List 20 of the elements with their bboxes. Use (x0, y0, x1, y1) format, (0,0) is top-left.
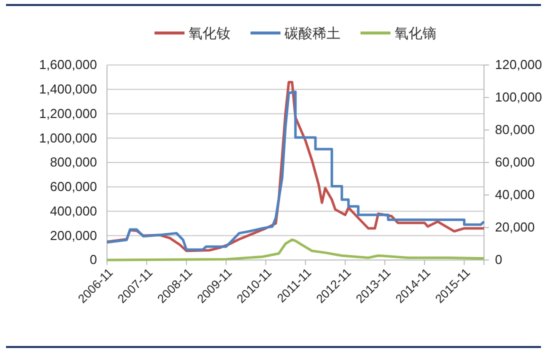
y-tick-label: 1,400,000 (39, 82, 97, 97)
y2-tick-label: 20,000 (495, 220, 535, 235)
y-tick-label: 1,000,000 (39, 130, 97, 146)
legend-label: 氧化镝 (394, 26, 436, 42)
y2-tick-label: 100,000 (495, 90, 542, 105)
y2-tick-label: 60,000 (495, 154, 535, 170)
y2-tick-label: 40,000 (495, 187, 535, 202)
y-tick-label: 1,200,000 (39, 106, 97, 121)
y2-tick-label: 0 (495, 252, 502, 268)
y2-tick-label: 80,000 (495, 122, 535, 138)
line-series (106, 238, 486, 262)
y-tick-label: 1,600,000 (39, 57, 97, 72)
y-tick-label: 200,000 (50, 228, 97, 243)
y-tick-label: 400,000 (50, 203, 97, 218)
y-tick-label: 0 (90, 252, 97, 268)
legend-label: 碳酸稀土 (284, 26, 340, 42)
y-tick-label: 800,000 (50, 154, 97, 170)
legend-label: 氧化钕 (188, 26, 230, 42)
y2-tick-label: 120,000 (495, 57, 542, 72)
y-tick-label: 600,000 (50, 179, 97, 194)
